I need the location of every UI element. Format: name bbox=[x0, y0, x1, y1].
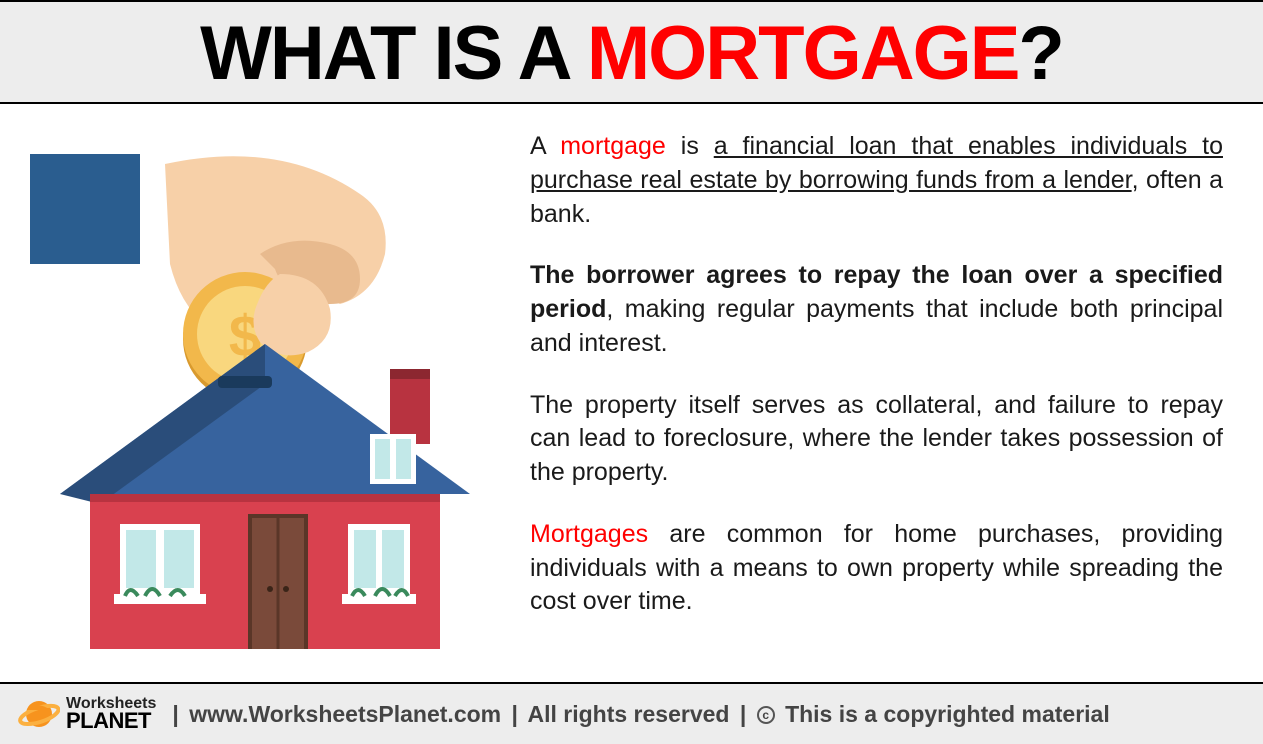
header-bar: WHAT IS A MORTGAGE? bbox=[0, 0, 1263, 104]
title-part1: WHAT IS A bbox=[200, 11, 587, 96]
title-highlight: MORTGAGE bbox=[587, 11, 1019, 96]
paragraph-2: The borrower agrees to repay the loan ov… bbox=[530, 259, 1223, 360]
paragraph-3: The property itself serves as collateral… bbox=[530, 389, 1223, 490]
logo-text: Worksheets PLANET bbox=[66, 696, 156, 732]
content-row: $ bbox=[0, 104, 1263, 664]
p1-a: A bbox=[530, 132, 560, 160]
title-part3: ? bbox=[1018, 11, 1062, 96]
logo-line2: PLANET bbox=[66, 711, 156, 732]
p2-rest: , making regular payments that include b… bbox=[530, 295, 1223, 357]
copyright-icon: c bbox=[757, 706, 775, 724]
footer-bar: Worksheets PLANET | www.WorksheetsPlanet… bbox=[0, 682, 1263, 744]
paragraph-1: A mortgage is a financial loan that enab… bbox=[530, 130, 1223, 231]
page-title: WHAT IS A MORTGAGE? bbox=[0, 16, 1263, 92]
paragraph-4: Mortgages are common for home purchases,… bbox=[530, 518, 1223, 619]
planet-icon bbox=[18, 693, 60, 735]
footer-copyright: This is a copyrighted material bbox=[785, 701, 1110, 727]
text-column: A mortgage is a financial loan that enab… bbox=[500, 124, 1223, 654]
footer-text: | www.WorksheetsPlanet.com | All rights … bbox=[168, 701, 1109, 728]
logo: Worksheets PLANET bbox=[18, 693, 156, 735]
p4-red: Mortgages bbox=[530, 520, 648, 548]
illustration-house-coin: $ bbox=[30, 124, 500, 654]
p1-mortgage: mortgage bbox=[560, 132, 666, 160]
footer-site: www.WorksheetsPlanet.com bbox=[189, 701, 501, 727]
p1-b: is bbox=[666, 132, 714, 160]
footer-rights: All rights reserved bbox=[527, 701, 729, 727]
